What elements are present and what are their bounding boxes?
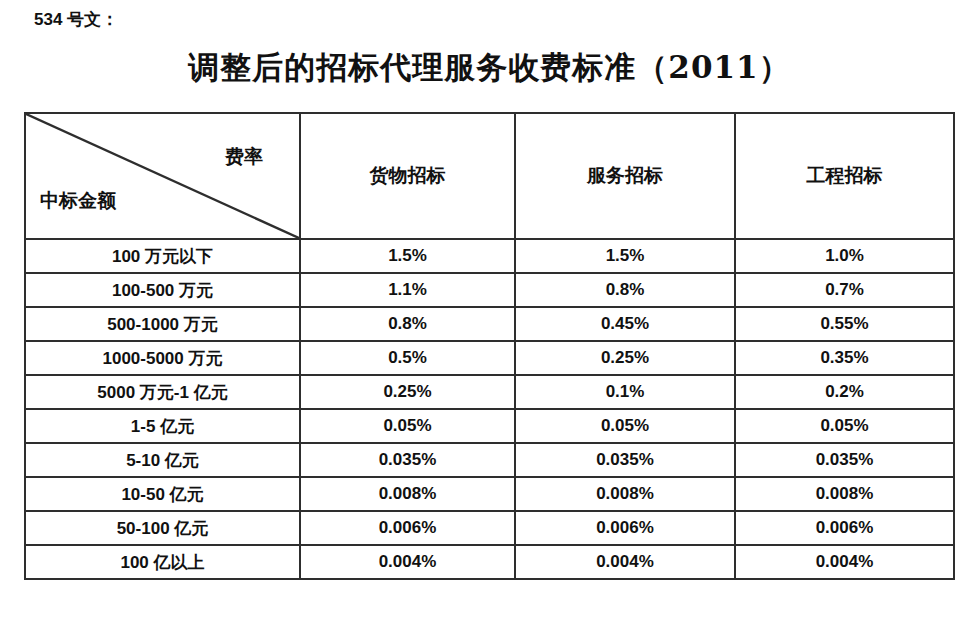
fee-value: 1.5% <box>300 239 515 273</box>
fee-value: 0.008% <box>735 477 954 511</box>
fee-value: 0.035% <box>300 443 515 477</box>
table-row: 100 万元以下1.5%1.5%1.0% <box>25 239 954 273</box>
fee-value: 0.55% <box>735 307 954 341</box>
table-row: 100 亿以上0.004%0.004%0.004% <box>25 545 954 579</box>
fee-value: 0.035% <box>735 443 954 477</box>
page-title: 调整后的招标代理服务收费标准（2011） <box>0 47 979 89</box>
table-row: 10-50 亿元0.008%0.008%0.008% <box>25 477 954 511</box>
table-row: 5000 万元-1 亿元0.25%0.1%0.2% <box>25 375 954 409</box>
fee-value: 1.0% <box>735 239 954 273</box>
row-label: 50-100 亿元 <box>25 511 300 545</box>
table-body: 100 万元以下1.5%1.5%1.0%100-500 万元1.1%0.8%0.… <box>25 239 954 579</box>
fee-value: 0.05% <box>515 409 735 443</box>
fee-value: 0.45% <box>515 307 735 341</box>
fee-value: 0.7% <box>735 273 954 307</box>
header-row: 费率 中标金额 货物招标 服务招标 工程招标 <box>25 113 954 239</box>
row-label: 500-1000 万元 <box>25 307 300 341</box>
row-label: 1000-5000 万元 <box>25 341 300 375</box>
fee-value: 0.008% <box>515 477 735 511</box>
row-label: 100-500 万元 <box>25 273 300 307</box>
fee-value: 0.006% <box>735 511 954 545</box>
fee-value: 0.2% <box>735 375 954 409</box>
fee-value: 0.035% <box>515 443 735 477</box>
fee-value: 0.25% <box>515 341 735 375</box>
row-label: 100 万元以下 <box>25 239 300 273</box>
column-header-goods-bidding: 货物招标 <box>300 113 515 239</box>
doc-number-label: 534 号文： <box>34 8 118 31</box>
fee-value: 0.004% <box>735 545 954 579</box>
corner-label-bid-amount: 中标金额 <box>40 188 116 214</box>
table-row: 1000-5000 万元0.5%0.25%0.35% <box>25 341 954 375</box>
fee-standard-table: 费率 中标金额 货物招标 服务招标 工程招标 100 万元以下1.5%1.5%1… <box>24 112 955 580</box>
table-row: 50-100 亿元0.006%0.006%0.006% <box>25 511 954 545</box>
fee-value: 0.008% <box>300 477 515 511</box>
table-row: 500-1000 万元0.8%0.45%0.55% <box>25 307 954 341</box>
fee-value: 0.004% <box>300 545 515 579</box>
corner-header-cell: 费率 中标金额 <box>25 113 300 239</box>
fee-value: 1.1% <box>300 273 515 307</box>
fee-value: 0.004% <box>515 545 735 579</box>
fee-value: 0.8% <box>515 273 735 307</box>
document-page: 534 号文： 调整后的招标代理服务收费标准（2011） 费率 中标金额 货物招… <box>0 0 979 629</box>
column-header-engineering-bidding: 工程招标 <box>735 113 954 239</box>
row-label: 100 亿以上 <box>25 545 300 579</box>
fee-value: 0.1% <box>515 375 735 409</box>
row-label: 5000 万元-1 亿元 <box>25 375 300 409</box>
corner-label-fee-rate: 费率 <box>225 144 263 170</box>
table-row: 1-5 亿元0.05%0.05%0.05% <box>25 409 954 443</box>
row-label: 5-10 亿元 <box>25 443 300 477</box>
diagonal-divider <box>26 114 299 238</box>
fee-value: 0.8% <box>300 307 515 341</box>
fee-value: 0.25% <box>300 375 515 409</box>
row-label: 1-5 亿元 <box>25 409 300 443</box>
fee-value: 0.05% <box>300 409 515 443</box>
fee-value: 0.05% <box>735 409 954 443</box>
column-header-service-bidding: 服务招标 <box>515 113 735 239</box>
fee-value: 1.5% <box>515 239 735 273</box>
row-label: 10-50 亿元 <box>25 477 300 511</box>
fee-value: 0.006% <box>300 511 515 545</box>
table-row: 5-10 亿元0.035%0.035%0.035% <box>25 443 954 477</box>
fee-value: 0.5% <box>300 341 515 375</box>
table-row: 100-500 万元1.1%0.8%0.7% <box>25 273 954 307</box>
fee-value: 0.35% <box>735 341 954 375</box>
fee-value: 0.006% <box>515 511 735 545</box>
